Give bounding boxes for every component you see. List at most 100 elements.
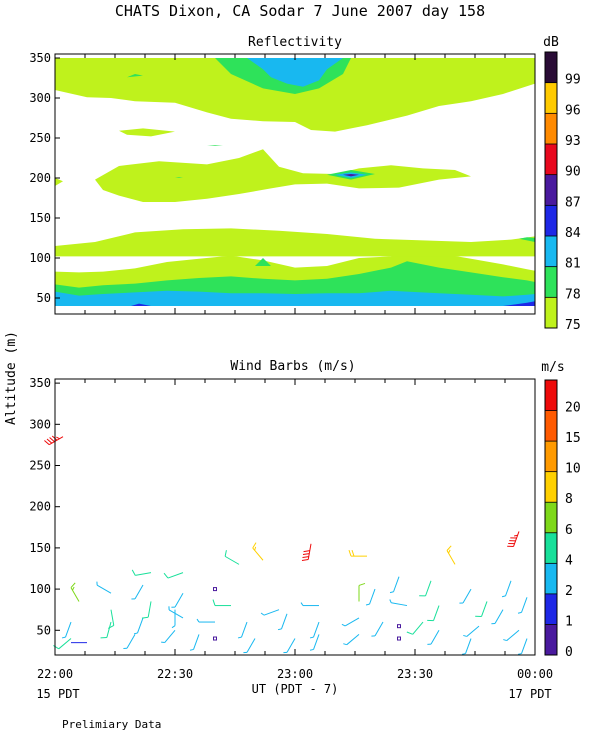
wind-barb: [365, 588, 376, 606]
wind-colorbar-swatch: [545, 532, 557, 564]
wind-barb: [161, 629, 176, 644]
reflectivity-colorbar-swatch: [545, 144, 557, 175]
wind-barb: [212, 599, 231, 607]
x-tick-label: 22:30: [157, 667, 193, 681]
wind-barb: [163, 572, 184, 579]
contour-region-78db: [519, 237, 535, 242]
wind-colorbar: 0 1 2 4 6 8 10 15 20: [544, 379, 581, 660]
reflectivity-ytick-label: 350: [29, 51, 51, 65]
reflectivity-colorbar: 75 78 81 84 87 90 93 96 99: [544, 51, 581, 333]
wind-ytick-label: 250: [29, 459, 51, 473]
reflectivity-title: Reflectivity: [248, 35, 342, 50]
reflectivity-ytick-label: 150: [29, 211, 51, 225]
reflectivity-ytick-label: 50: [37, 291, 51, 305]
wind-barb: [491, 609, 504, 625]
contour-region-78db: [127, 74, 143, 78]
x-tick-label: 00:00: [517, 667, 553, 681]
contour-region-78db: [255, 258, 271, 266]
wind-barb: [348, 549, 367, 557]
wind-barb: [260, 609, 280, 616]
wind-barb: [301, 543, 312, 561]
wind-barb: [309, 634, 320, 651]
wind-colorbar-swatch: [545, 593, 557, 625]
wind-colorbar-label: 20: [565, 401, 581, 416]
reflectivity-colorbar-frame: [544, 51, 558, 329]
y-axis-label: Altitude (m): [4, 331, 19, 425]
wind-barb: [277, 613, 288, 631]
wind-barb: [171, 592, 184, 608]
x-tick-label: 23:00: [277, 667, 313, 681]
reflectivity-colorbar-swatch: [545, 52, 557, 83]
wind-ytick-label: 300: [29, 417, 51, 431]
wind-barb: [517, 597, 528, 614]
wind-barb: [501, 580, 512, 598]
wind-barb: [427, 605, 440, 622]
wind-barb: [213, 587, 217, 592]
reflectivity-colorbar-label: 96: [565, 103, 581, 118]
wind-barb: [107, 609, 115, 629]
wind-barb: [168, 606, 184, 619]
reflectivity-x-ticks: [54, 54, 536, 314]
reflectivity-colorbar-label: 87: [565, 195, 581, 210]
wind-colorbar-frame: [544, 379, 558, 656]
wind-barb: [141, 601, 152, 619]
contour-region-75db: [119, 128, 175, 137]
reflectivity-colorbar-unit: dB: [543, 35, 559, 50]
reflectivity-colorbar-label: 93: [565, 134, 581, 149]
wind-barb: [459, 588, 472, 604]
wind-barb: [61, 621, 72, 639]
wind-x-ticks: [54, 379, 536, 655]
wind-barb: [397, 636, 401, 641]
wind-barb: [283, 638, 296, 654]
contour-region-84db: [131, 303, 151, 306]
wind-ytick-label: 200: [29, 500, 51, 514]
reflectivity-colorbar-label: 75: [565, 318, 581, 333]
wind-ytick-label: 50: [37, 623, 51, 637]
reflectivity-ytick-label: 300: [29, 91, 51, 105]
wind-barb: [389, 576, 400, 594]
contour-region-84db: [503, 301, 535, 306]
wind-barbs-frame: [54, 378, 536, 656]
start-date-label: 15 PDT: [36, 687, 79, 701]
wind-colorbar-label: 2: [565, 584, 573, 599]
wind-ytick-label: 100: [29, 582, 51, 596]
figure-title: CHATS Dixon, CA Sodar 7 June 2007 day 15…: [115, 2, 485, 20]
wind-colorbar-label: 10: [565, 462, 581, 477]
contour-region-75db: [55, 228, 535, 257]
wind-barb: [237, 621, 248, 639]
wind-barb: [397, 624, 401, 629]
wind-ytick-label: 150: [29, 541, 51, 555]
wind-barb: [406, 621, 424, 635]
contour-region-75db: [95, 149, 471, 202]
x-tick-label: 23:30: [397, 667, 433, 681]
wind-barb: [517, 638, 528, 655]
contour-region-78db: [175, 177, 183, 178]
contour-region-75db: [55, 58, 535, 132]
wind-colorbar-unit: m/s: [541, 360, 564, 375]
reflectivity-ytick-label: 100: [29, 251, 51, 265]
wind-barb: [53, 638, 72, 650]
reflectivity-colorbar-swatch: [545, 236, 557, 267]
wind-colorbar-label: 15: [565, 431, 581, 446]
reflectivity-contours: [55, 58, 535, 306]
wind-barb: [300, 602, 319, 607]
wind-barb: [507, 531, 520, 547]
wind-colorbar-swatch: [545, 441, 557, 472]
x-tick-label: 22:00: [37, 667, 73, 681]
reflectivity-colorbar-swatch: [545, 297, 557, 328]
wind-barb: [123, 634, 136, 649]
reflectivity-colorbar-label: 84: [565, 226, 581, 241]
wind-barb: [133, 617, 144, 635]
contour-region-81db: [247, 58, 343, 87]
reflectivity-ytick-label: 200: [29, 171, 51, 185]
wind-barb: [341, 617, 360, 627]
wind-barb: [213, 636, 217, 641]
wind-y-ticks: 50 100 150 200 250 300 350: [29, 376, 60, 637]
wind-barb: [171, 609, 176, 629]
contour-region-78db: [207, 145, 223, 146]
wind-barb: [131, 584, 144, 600]
wind-barb: [96, 581, 112, 594]
wind-barb: [243, 638, 256, 654]
